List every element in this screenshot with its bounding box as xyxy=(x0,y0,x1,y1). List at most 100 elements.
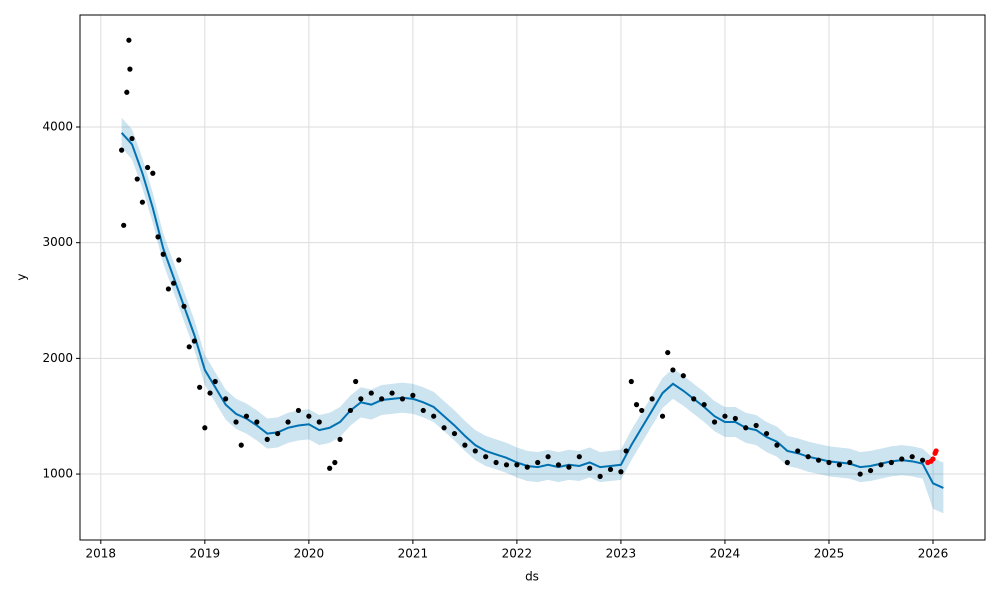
observed-point xyxy=(126,37,132,43)
observed-point xyxy=(670,367,676,373)
observed-point xyxy=(665,349,671,356)
x-axis-label: ds xyxy=(525,570,539,584)
observed-point xyxy=(847,459,853,466)
observed-point xyxy=(743,425,749,431)
observed-point xyxy=(805,454,811,460)
observed-point xyxy=(691,396,697,402)
observed-point xyxy=(795,448,801,454)
observed-point xyxy=(171,280,177,286)
observed-point xyxy=(347,407,354,414)
observed-point xyxy=(139,199,146,205)
observed-point xyxy=(857,471,863,477)
observed-point xyxy=(176,257,182,263)
observed-point xyxy=(618,469,624,475)
observed-point xyxy=(472,448,478,454)
observed-point xyxy=(145,164,151,171)
plot-frame xyxy=(79,14,986,541)
x-tick-label: 2023 xyxy=(606,547,637,561)
x-tick-label: 2024 xyxy=(710,547,741,561)
observed-point xyxy=(431,413,437,419)
observed-point xyxy=(306,413,312,419)
observed-point xyxy=(919,457,926,463)
observed-point xyxy=(899,456,905,462)
recent-point xyxy=(930,456,936,462)
observed-point xyxy=(545,454,551,460)
observed-point xyxy=(576,454,582,460)
observed-point xyxy=(238,442,244,448)
x-tick-label: 2026 xyxy=(918,547,949,561)
observed-point xyxy=(420,407,426,414)
x-tick-label: 2022 xyxy=(502,547,533,561)
y-tick-label: 4000 xyxy=(42,119,73,133)
y-tick-label: 2000 xyxy=(42,351,73,365)
observed-point xyxy=(285,419,291,425)
observed-point xyxy=(353,378,359,385)
observed-point xyxy=(607,466,614,473)
x-tick-label: 2020 xyxy=(294,547,325,561)
observed-point xyxy=(711,419,718,425)
observed-point xyxy=(503,462,510,468)
observed-point xyxy=(327,465,333,471)
observed-point xyxy=(264,436,270,442)
observed-point xyxy=(826,459,832,466)
observed-point xyxy=(207,390,213,396)
x-tick-label: 2025 xyxy=(814,547,845,561)
observed-point xyxy=(732,415,738,422)
observed-point xyxy=(867,467,874,474)
observed-point xyxy=(555,462,562,468)
x-tick-label: 2018 xyxy=(86,547,117,561)
observed-point xyxy=(524,464,530,470)
observed-point xyxy=(119,147,125,153)
observed-point xyxy=(623,448,629,454)
observed-point xyxy=(254,419,260,425)
observed-point xyxy=(680,373,686,379)
observed-point xyxy=(186,344,192,350)
observed-point xyxy=(223,396,229,402)
y-tick-label: 1000 xyxy=(42,467,73,481)
observed-point xyxy=(410,392,416,398)
observed-point xyxy=(399,396,406,402)
observed-point xyxy=(332,459,338,466)
observed-point xyxy=(124,89,130,95)
observed-point xyxy=(493,459,499,466)
observed-point xyxy=(165,286,172,292)
observed-point xyxy=(763,430,770,437)
observed-point xyxy=(275,430,281,437)
observed-point xyxy=(639,407,645,414)
observed-point xyxy=(587,465,593,471)
observed-point xyxy=(451,430,458,437)
observed-point xyxy=(878,462,884,468)
observed-point xyxy=(659,413,666,419)
observed-point xyxy=(628,378,634,385)
observed-point xyxy=(155,234,161,240)
y-tick-label: 3000 xyxy=(42,235,73,249)
observed-point xyxy=(483,454,489,460)
observed-point xyxy=(181,303,187,309)
observed-point xyxy=(358,396,364,402)
observed-point xyxy=(815,457,822,463)
observed-point xyxy=(316,419,322,425)
observed-point xyxy=(233,419,239,425)
uncertainty-band xyxy=(121,117,944,514)
observed-point xyxy=(597,473,603,479)
observed-point xyxy=(633,402,640,408)
observed-point xyxy=(121,222,127,228)
observed-point xyxy=(701,402,707,408)
observed-point xyxy=(649,396,655,402)
observed-point xyxy=(784,459,790,466)
observed-point xyxy=(753,422,759,429)
x-tick-label: 2021 xyxy=(398,547,429,561)
observed-point xyxy=(836,462,842,468)
observed-point xyxy=(368,390,374,396)
observed-point xyxy=(514,462,520,468)
y-axis-label: y xyxy=(15,273,29,280)
observed-point xyxy=(535,459,541,466)
observed-point xyxy=(566,464,572,470)
observed-point xyxy=(129,135,135,142)
observed-point xyxy=(722,413,728,419)
observed-point xyxy=(134,176,140,182)
recent-point xyxy=(933,448,939,454)
observed-point xyxy=(337,436,343,442)
observed-point xyxy=(379,396,385,402)
